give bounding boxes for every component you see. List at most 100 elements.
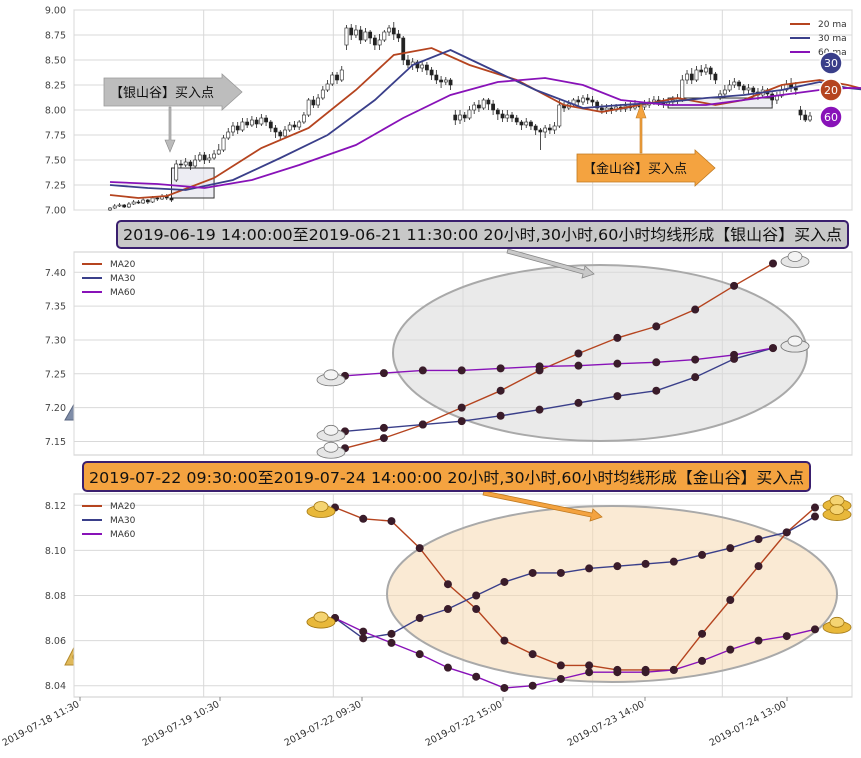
candle-body: [741, 85, 746, 91]
data-point: [641, 668, 650, 677]
candle-body: [316, 97, 321, 106]
candle: [713, 72, 718, 84]
data-point: [496, 411, 505, 420]
candle: [505, 110, 510, 122]
candle: [396, 30, 401, 42]
data-point: [769, 259, 777, 268]
data-point: [528, 681, 537, 690]
candle-body: [713, 73, 718, 81]
candle-body: [519, 121, 524, 126]
candle-body: [193, 159, 198, 167]
callout-gold-text: 【金山谷】买入点: [583, 161, 687, 177]
data-point: [613, 392, 622, 401]
ingot-icon: [822, 616, 852, 634]
data-point: [574, 398, 583, 407]
candle: [287, 122, 292, 132]
candle: [514, 115, 519, 125]
candle-body: [122, 204, 127, 208]
ma-line-1: [109, 49, 861, 191]
candle: [448, 78, 453, 90]
data-point: [698, 550, 707, 559]
legend-entry: MA60: [110, 288, 136, 298]
candle-body: [287, 124, 292, 131]
candle-body: [311, 99, 316, 106]
ingot-icon: [316, 424, 346, 442]
data-point: [500, 636, 509, 645]
candle-body: [335, 74, 339, 81]
data-point: [613, 562, 622, 571]
ingot-icon: [306, 611, 336, 629]
candle: [382, 30, 387, 42]
candle-body: [387, 27, 391, 33]
candle: [372, 35, 377, 50]
candle: [453, 110, 458, 125]
candle-body: [344, 27, 349, 46]
marker-circle: [819, 105, 843, 129]
candle: [477, 100, 481, 112]
data-point: [726, 544, 735, 553]
data-point: [387, 638, 396, 647]
candle-body: [803, 114, 808, 121]
candle-body: [590, 99, 595, 103]
data-point: [769, 344, 777, 353]
x-tick-label: 2019-07-18 11:30: [1, 699, 82, 749]
data-point: [730, 281, 739, 290]
data-point: [574, 349, 583, 358]
candle-body: [141, 199, 146, 204]
ingot-top: [787, 335, 803, 347]
candle: [737, 80, 741, 90]
candle-body: [453, 114, 458, 121]
data-point: [811, 625, 819, 634]
candle-body: [514, 117, 519, 123]
candle-body: [406, 59, 410, 66]
candle: [467, 106, 472, 120]
candle-body: [212, 153, 216, 159]
data-point: [691, 355, 700, 364]
candle-body: [462, 114, 467, 119]
candle: [292, 121, 297, 130]
data-point: [730, 350, 739, 359]
candle-body: [581, 97, 585, 103]
callout-silver-arrow: [103, 73, 243, 111]
candle: [524, 118, 529, 128]
data-point: [613, 359, 622, 368]
candle: [500, 110, 505, 122]
candle-body: [226, 131, 231, 139]
data-point: [556, 661, 565, 670]
candle: [193, 155, 198, 168]
candle: [235, 122, 240, 134]
data-point: [379, 423, 388, 432]
data-point: [535, 362, 544, 371]
candle: [335, 72, 339, 84]
candle: [278, 130, 283, 140]
candle-body: [382, 31, 387, 41]
candle-body: [604, 107, 609, 111]
y-tick-label: 7.00: [45, 206, 66, 217]
candle-body: [349, 27, 354, 36]
candle-body: [179, 163, 183, 166]
data-point: [726, 596, 735, 605]
candle: [174, 160, 179, 182]
candle: [808, 112, 812, 122]
candle-body: [174, 163, 179, 181]
ingot-icon: [316, 441, 346, 459]
data-point: [415, 650, 424, 659]
candle-body: [477, 104, 481, 109]
candle-body: [292, 124, 297, 128]
data-point: [359, 514, 368, 523]
data-point: [457, 366, 466, 375]
candle-body: [131, 201, 136, 205]
ma-line-2: [109, 77, 861, 189]
candle-body: [443, 79, 448, 83]
candle-body: [495, 109, 500, 115]
candle: [708, 66, 713, 80]
candle-body: [472, 104, 477, 111]
data-point: [457, 403, 466, 412]
data-point: [613, 333, 622, 342]
candle: [141, 198, 146, 204]
candle-body: [746, 87, 751, 91]
ingot-top: [323, 424, 339, 436]
candle-body: [458, 114, 462, 121]
candle-body: [737, 81, 741, 87]
candle: [519, 120, 524, 130]
